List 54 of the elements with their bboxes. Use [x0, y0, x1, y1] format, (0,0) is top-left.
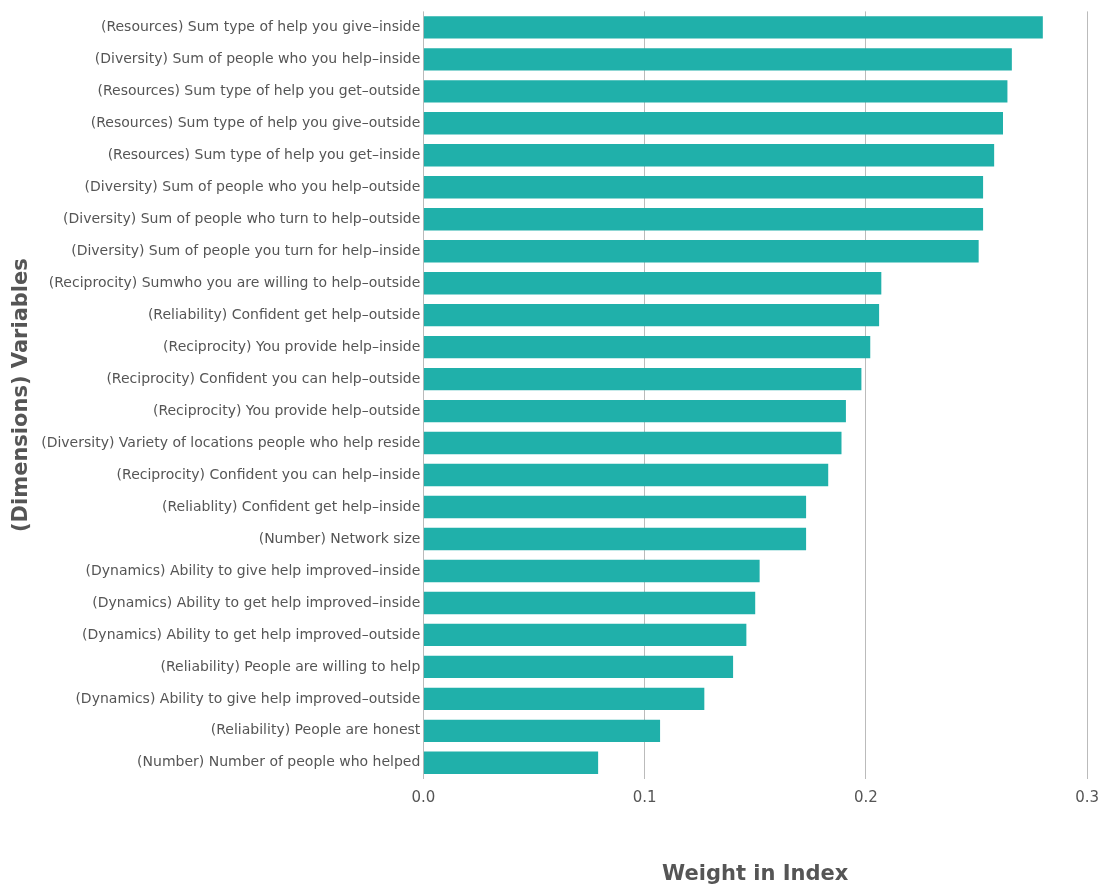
y-tick-label: (Reliablity) Confident get help–inside [161, 497, 421, 514]
bar [423, 335, 871, 359]
y-tick-label: (Diversity) Variety of locations people who help reside [41, 433, 421, 450]
y-tick-label: (Diversity) Sum of people who turn to help–outside [63, 209, 421, 226]
bar [423, 303, 880, 327]
bar [423, 655, 734, 679]
y-tick-label: (Resources) Sum type of help you get–inside [107, 145, 421, 162]
bar [423, 559, 760, 583]
y-tick-label: (Reciprocity) You provide help–outside [152, 401, 421, 418]
bar [423, 112, 1003, 135]
x-axis-title: Weight in Index [662, 860, 849, 885]
bar [423, 399, 846, 423]
y-tick-label: (Reciprocity) Confident you can help–outside [106, 369, 421, 386]
y-axis-title: (Dimensions) Variables [8, 258, 33, 532]
y-tick-label: (Number) Network size [258, 529, 421, 546]
bar [423, 431, 842, 455]
bar [423, 48, 1012, 71]
y-tick-label: (Reliability) People are willing to help [160, 657, 421, 674]
x-tick-label: 0.0 [411, 787, 436, 806]
x-tick-label: 0.2 [853, 787, 878, 806]
bar [423, 463, 829, 487]
y-tick-label: (Diversity) Sum of people who you help–inside [94, 50, 421, 66]
bar [423, 144, 995, 167]
bar [423, 240, 979, 263]
y-tick-label: (Reliability) Confident get help–outside [147, 305, 421, 322]
bar [423, 719, 661, 743]
y-tick-label: (Number) Number of people who helped [137, 753, 421, 770]
bar [423, 208, 984, 231]
y-tick-label: (Reciprocity) Confident you can help–inside [116, 465, 421, 482]
y-tick-label: (Resources) Sum type of help you get–outside [97, 81, 421, 98]
y-tick-label: (Reciprocity) You provide help–inside [163, 337, 421, 354]
bar [423, 687, 705, 711]
y-tick-label: (Resources) Sum type of help you give–inside [100, 18, 421, 35]
y-tick-label: (Resources) Sum type of help you give–outside [90, 113, 421, 130]
y-tick-label: (Dynamics) Ability to give help improved–outside [75, 689, 421, 706]
y-tick-label: (Reliability) People are honest [210, 721, 421, 738]
bar [423, 176, 984, 199]
x-tick-label: 0.3 [1075, 787, 1099, 806]
bar [423, 591, 756, 615]
bar [423, 272, 882, 295]
y-tick-label: (Dynamics) Ability to get help improved–inside [92, 593, 421, 610]
bar [423, 367, 862, 391]
bar [423, 16, 1043, 39]
bar [423, 623, 747, 647]
y-tick-label: (Dynamics) Ability to get help improved–outside [82, 625, 421, 642]
bar [423, 80, 1008, 103]
bar [423, 495, 807, 519]
y-tick-label: (Reciprocity) Sumwho you are willing to help–outside [48, 273, 421, 290]
y-tick-label: (Diversity) Sum of people you turn for help–inside [71, 241, 421, 258]
x-tick-label: 0.1 [632, 787, 657, 806]
bar [423, 527, 807, 551]
y-tick-label: (Dynamics) Ability to give help improved–inside [85, 561, 421, 578]
y-tick-label: (Diversity) Sum of people who you help–outside [84, 177, 421, 194]
bar [423, 751, 599, 774]
